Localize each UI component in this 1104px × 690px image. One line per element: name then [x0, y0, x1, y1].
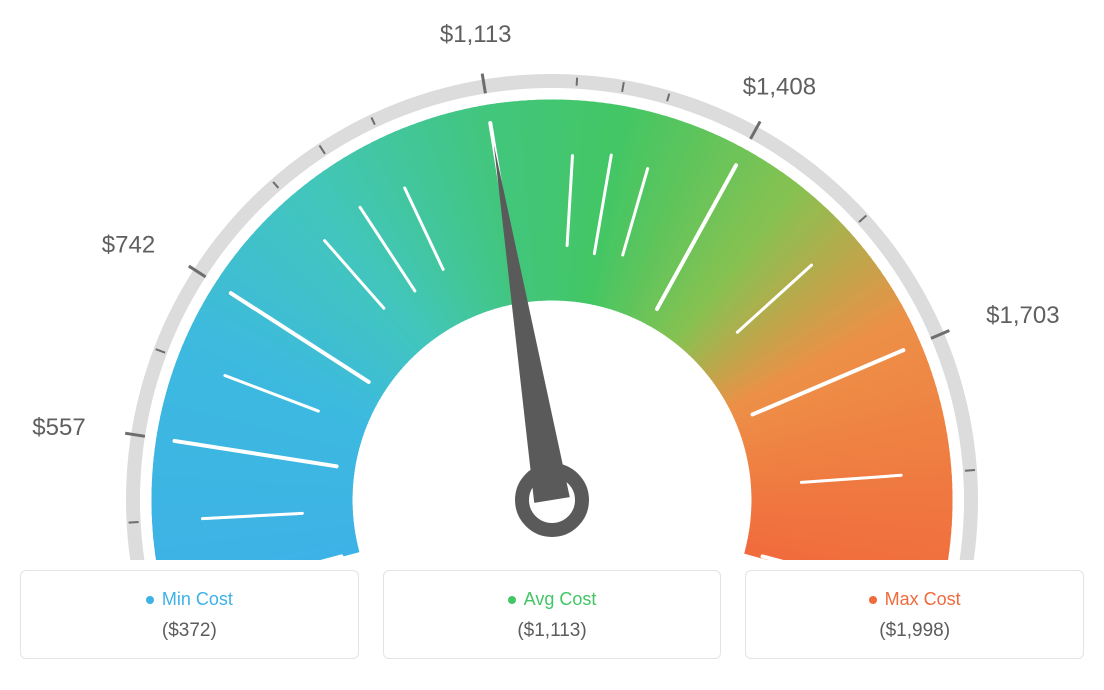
gauge-svg: $372$557$742$1,113$1,408$1,703$1,998: [20, 20, 1084, 560]
legend-label: Avg Cost: [524, 589, 597, 610]
svg-text:$1,408: $1,408: [743, 73, 816, 100]
legend-label: Min Cost: [162, 589, 233, 610]
legend-card-min: Min Cost ($372): [20, 570, 359, 659]
legend-title-avg: Avg Cost: [508, 589, 597, 610]
gauge-chart: $372$557$742$1,113$1,408$1,703$1,998: [20, 20, 1084, 560]
svg-text:$742: $742: [102, 231, 155, 258]
legend-title-min: Min Cost: [146, 589, 233, 610]
legend-card-max: Max Cost ($1,998): [745, 570, 1084, 659]
legend-title-max: Max Cost: [869, 589, 961, 610]
legend-value: ($372): [31, 620, 348, 642]
dot-icon: [508, 596, 516, 604]
legend-value: ($1,998): [756, 620, 1073, 642]
legend-label: Max Cost: [885, 589, 961, 610]
svg-text:$557: $557: [32, 414, 85, 441]
legend-value: ($1,113): [394, 620, 711, 642]
legend-card-avg: Avg Cost ($1,113): [383, 570, 722, 659]
svg-text:$1,113: $1,113: [440, 21, 512, 48]
legend-row: Min Cost ($372) Avg Cost ($1,113) Max Co…: [20, 570, 1084, 659]
svg-text:$1,703: $1,703: [986, 302, 1059, 329]
dot-icon: [869, 596, 877, 604]
dot-icon: [146, 596, 154, 604]
